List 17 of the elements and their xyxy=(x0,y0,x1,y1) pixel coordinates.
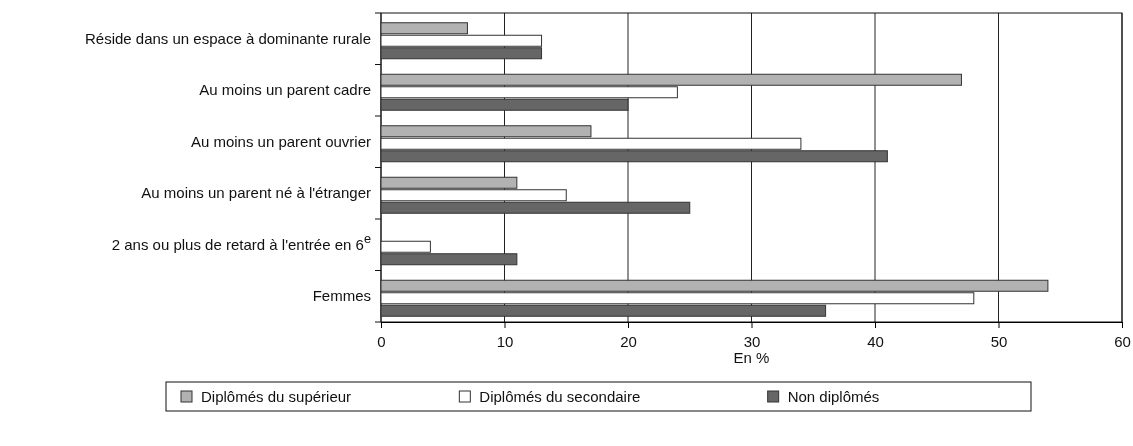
x-tick-label: 0 xyxy=(377,332,386,350)
x-tick-label: 30 xyxy=(743,332,761,350)
legend-label: Diplômés du secondaire xyxy=(479,388,641,405)
x-tick-label: 10 xyxy=(496,332,514,350)
x-tick-label: 40 xyxy=(867,332,884,350)
x-tick-label: 20 xyxy=(620,332,637,350)
y-tick-label: Au moins un parent cadre xyxy=(199,81,371,99)
legend-label: Non diplômés xyxy=(787,388,880,405)
y-tick-label: Au moins un parent né à l'étranger xyxy=(141,184,371,202)
x-tick-label: 50 xyxy=(990,332,1008,350)
x-tick-label: 60 xyxy=(1114,332,1131,350)
y-tick-label: Femmes xyxy=(312,287,371,305)
y-tick-label: Réside dans un espace à dominante rurale xyxy=(84,29,371,47)
y-tick-label: 2 ans ou plus de retard à l'entrée en 6$^{e}$ xyxy=(111,230,371,253)
y-tick-label: Au moins un parent ouvrier xyxy=(190,132,371,150)
x-axis-title: En % xyxy=(733,349,770,366)
legend-label: Diplômés du supérieur xyxy=(201,388,352,405)
